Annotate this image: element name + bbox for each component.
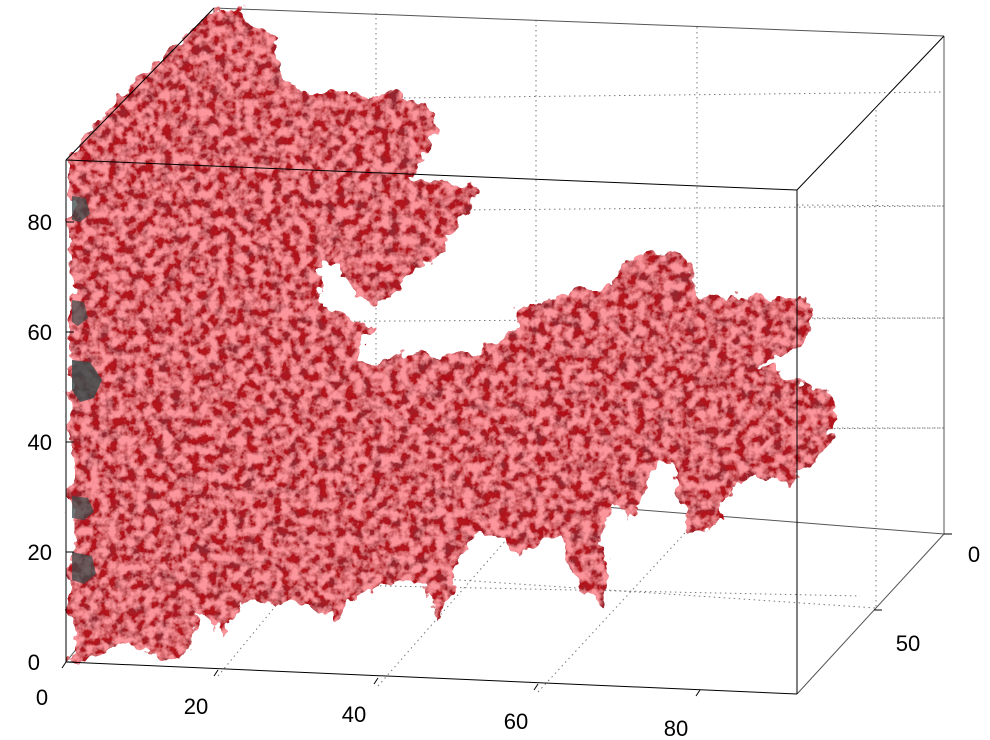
grid-line bbox=[213, 205, 945, 213]
front-box-edges bbox=[65, 7, 945, 695]
x-axis: 0 20 40 60 80 bbox=[36, 661, 701, 740]
cap-patches bbox=[72, 196, 102, 584]
x-tick-mark bbox=[373, 677, 379, 685]
box-edge bbox=[65, 159, 798, 191]
grid-line bbox=[217, 483, 377, 677]
z-tick-label: 40 bbox=[28, 430, 52, 455]
z-tick-label: 60 bbox=[28, 320, 52, 345]
y-tick-label: 0 bbox=[968, 542, 980, 567]
x-tick-label: 40 bbox=[342, 702, 366, 727]
grid-line bbox=[796, 204, 945, 207]
cap-patch bbox=[72, 300, 88, 326]
y-axis: 0 50 bbox=[874, 533, 980, 656]
grid-line bbox=[213, 91, 945, 101]
box-edge bbox=[65, 7, 215, 161]
x-tick-label: 0 bbox=[36, 685, 48, 710]
x-tick-mark bbox=[61, 661, 67, 669]
grid-line bbox=[537, 519, 698, 693]
x-tick-mark bbox=[695, 689, 701, 697]
box-edge bbox=[796, 35, 945, 191]
cap-patch bbox=[72, 196, 90, 222]
box-edge bbox=[65, 661, 798, 695]
cap-patch bbox=[72, 496, 94, 520]
x-tick-label: 60 bbox=[504, 709, 528, 734]
z-tick-label: 80 bbox=[28, 210, 52, 235]
grid-line bbox=[99, 579, 861, 597]
x-tick-label: 20 bbox=[184, 694, 208, 719]
z-axis: 0 20 40 60 80 bbox=[28, 210, 74, 675]
x-tick-mark bbox=[533, 683, 539, 691]
box-edge bbox=[213, 7, 945, 37]
cap-patch bbox=[72, 552, 96, 584]
x-tick-label: 80 bbox=[664, 716, 688, 740]
z-tick-label: 0 bbox=[28, 650, 40, 675]
cluster-surface bbox=[70, 8, 840, 660]
y-tick-label: 50 bbox=[896, 631, 920, 656]
z-tick-label: 20 bbox=[28, 540, 52, 565]
cap-patch bbox=[72, 360, 102, 402]
x-tick-mark bbox=[213, 669, 219, 677]
isosurface-cluster bbox=[70, 8, 840, 660]
box-edge bbox=[796, 533, 945, 695]
